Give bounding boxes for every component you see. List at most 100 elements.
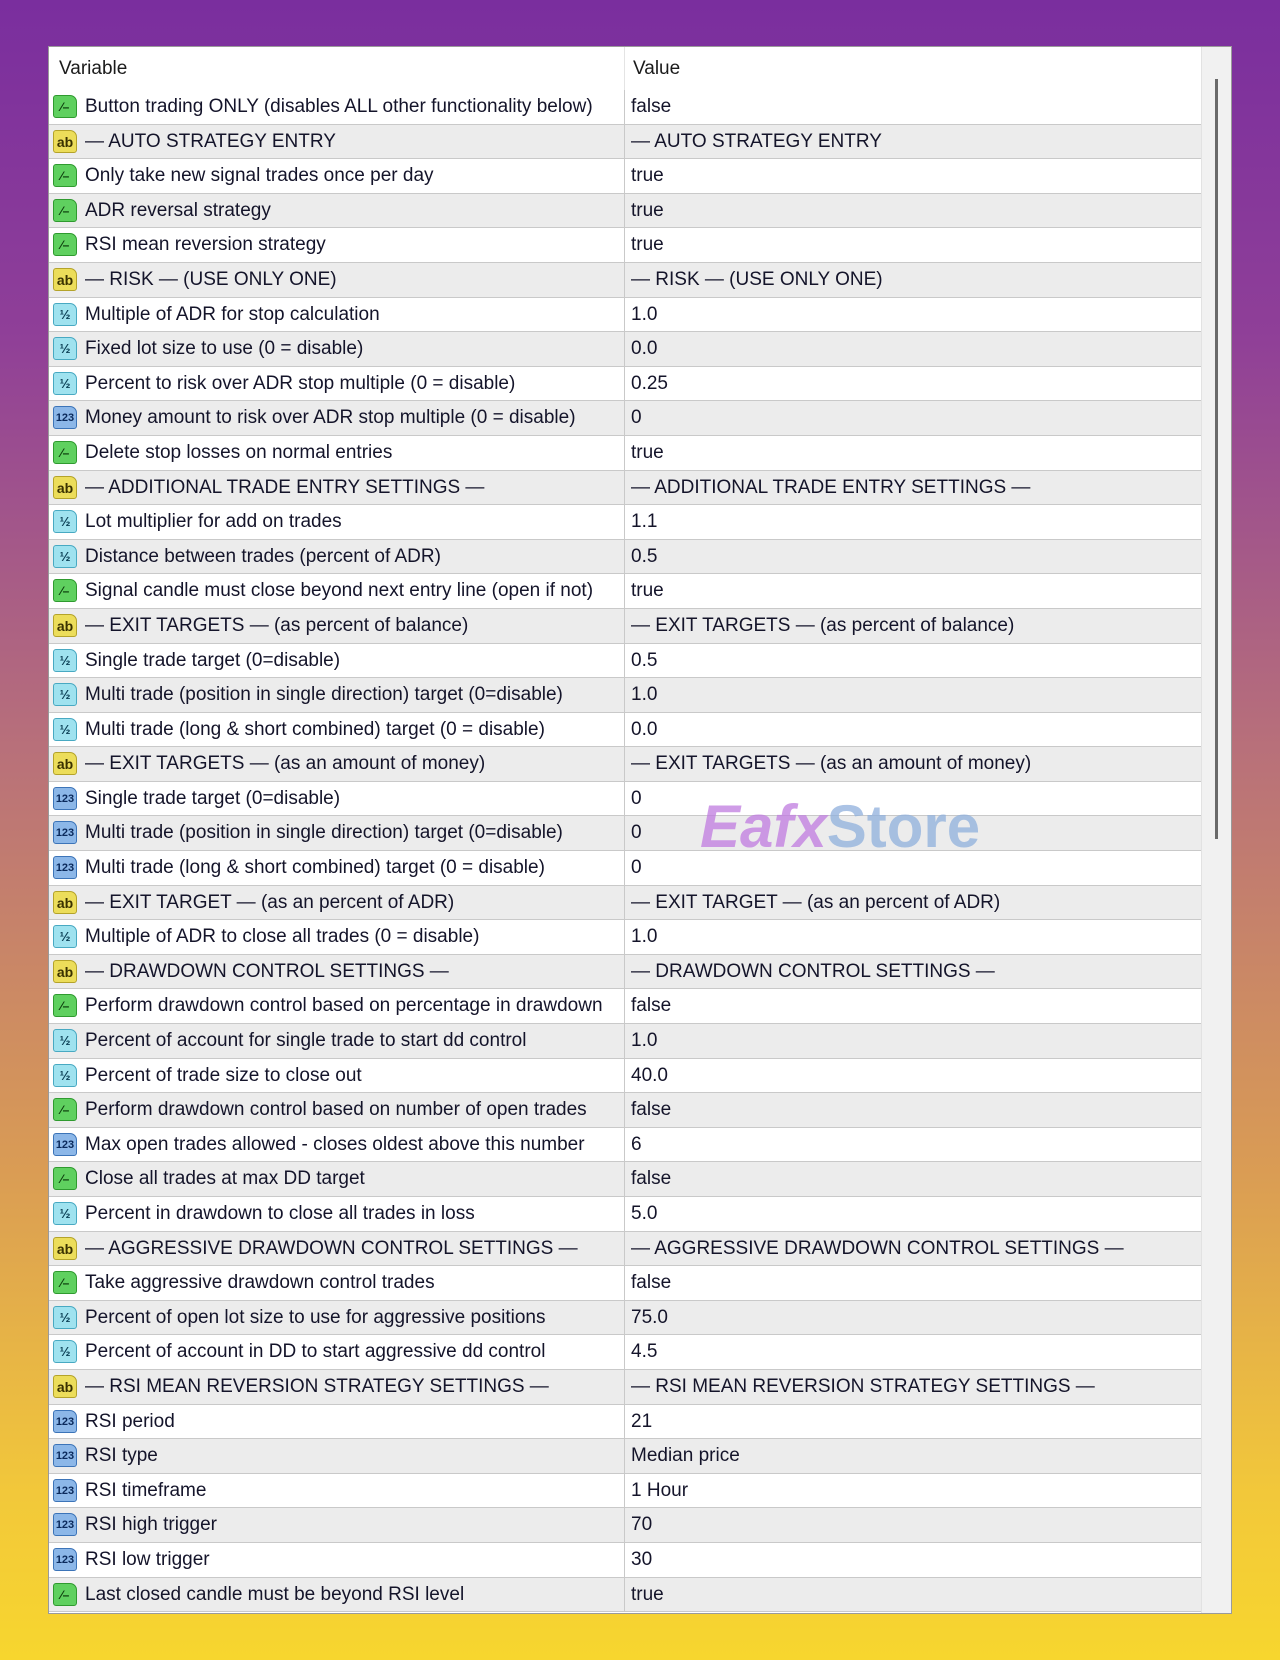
variable-value[interactable]: 1 Hour [631,1479,689,1501]
table-row[interactable]: ⁄– Take aggressive drawdown control trade… [49,1266,1203,1301]
variable-value[interactable]: — AUTO STRATEGY ENTRY [631,130,882,152]
section-header-row[interactable]: ab — RISK — (USE ONLY ONE) — RISK — (USE O… [49,262,1203,298]
variable-value[interactable]: — RSI MEAN REVERSION STRATEGY SETTINGS — [631,1375,1095,1397]
variable-value[interactable]: — ADDITIONAL TRADE ENTRY SETTINGS — [631,476,1031,498]
table-row[interactable]: 123 Multi trade (position in single direc… [49,816,1203,852]
table-row[interactable]: 123 Money amount to risk over ADR stop mu… [49,401,1203,436]
table-row[interactable]: ⁄– Signal candle must close beyond next e… [49,574,1203,609]
variable-name: Take aggressive drawdown control trades [85,1272,435,1294]
variable-value[interactable]: true [631,165,664,187]
table-row[interactable]: ½ Lot multiplier for add on trades 1.1 [49,505,1203,540]
variable-value[interactable]: 0.5 [631,545,658,567]
table-row[interactable]: ½ Multi trade (long & short combined) tar… [49,712,1203,748]
table-row[interactable]: ½ Multiple of ADR to close all trades (0 … [49,920,1203,955]
variable-value[interactable]: 0.0 [631,718,658,740]
variable-value[interactable]: 0 [631,407,642,429]
variable-value[interactable]: 40.0 [631,1064,668,1086]
table-row[interactable]: 123 RSI timeframe 1 Hour [49,1473,1203,1509]
variable-value[interactable]: 0 [631,857,642,879]
table-row[interactable]: ½ Percent of account in DD to start aggre… [49,1335,1203,1370]
variable-value[interactable]: 1.0 [631,1030,658,1052]
variable-value[interactable]: — EXIT TARGET — (as an percent of ADR) [631,891,1001,913]
variable-value[interactable]: 4.5 [631,1341,658,1363]
table-row[interactable]: ⁄– Only take new signal trades once per d… [49,159,1203,194]
variable-value[interactable]: true [631,1583,664,1605]
variable-value[interactable]: 0 [631,822,642,844]
variable-value[interactable]: 70 [631,1514,653,1536]
table-row[interactable]: ½ Fixed lot size to use (0 = disable) 0.0 [49,332,1203,367]
variable-value[interactable]: 21 [631,1410,653,1432]
variable-value[interactable]: — EXIT TARGETS — (as percent of balance) [631,614,1015,636]
variable-value[interactable]: 75.0 [631,1306,668,1328]
table-row[interactable]: ½ Single trade target (0=disable) 0.5 [49,643,1203,679]
column-header-variable[interactable]: Variable [59,58,128,79]
table-row[interactable]: ½ Percent to risk over ADR stop multiple … [49,366,1203,402]
bool-chart-icon: ⁄– [53,1167,77,1191]
scrollbar-thumb[interactable] [1215,79,1218,839]
variable-value[interactable]: 1.0 [631,303,658,325]
section-header-row[interactable]: ab — ADDITIONAL TRADE ENTRY SETTINGS — — A… [49,470,1203,506]
table-row[interactable]: ½ Multiple of ADR for stop calculation 1.0 [49,297,1203,333]
table-row[interactable]: ½ Percent of open lot size to use for agg… [49,1300,1203,1336]
variable-value[interactable]: — AGGRESSIVE DRAWDOWN CONTROL SETTINGS — [631,1237,1124,1259]
variable-value[interactable]: 0.5 [631,649,658,671]
vertical-scrollbar[interactable] [1201,47,1231,1613]
variable-value[interactable]: 0 [631,787,642,809]
variable-value[interactable]: true [631,441,664,463]
variable-value[interactable]: — RISK — (USE ONLY ONE) [631,268,883,290]
variable-value[interactable]: true [631,199,664,221]
variable-value[interactable]: — EXIT TARGETS — (as an amount of money) [631,753,1032,775]
variable-value[interactable]: true [631,234,664,256]
table-row[interactable]: ⁄– ADR reversal strategy true [49,193,1203,229]
column-header-value[interactable]: Value [633,58,681,79]
table-row[interactable]: ⁄– Last closed candle must be beyond RSI … [49,1577,1203,1613]
table-row[interactable]: 123 RSI type Median price [49,1439,1203,1474]
variable-name: Multi trade (long & short combined) targ… [85,718,545,740]
table-row[interactable]: 123 Multi trade (long & short combined) t… [49,851,1203,886]
section-header-row[interactable]: ab — DRAWDOWN CONTROL SETTINGS — — DRAWDOW… [49,954,1203,990]
column-divider [624,920,625,954]
table-row[interactable]: 123 RSI low trigger 30 [49,1542,1203,1578]
variable-value[interactable]: false [631,1099,672,1121]
section-header-row[interactable]: ab — EXIT TARGETS — (as an amount of mone… [49,747,1203,782]
variable-value[interactable]: 5.0 [631,1203,658,1224]
section-header-row[interactable]: ab — RSI MEAN REVERSION STRATEGY SETTINGS… [49,1369,1203,1405]
variable-value[interactable]: 0.25 [631,372,668,394]
variable-value[interactable]: false [631,1168,672,1190]
column-divider[interactable] [624,47,625,90]
variable-value[interactable]: — DRAWDOWN CONTROL SETTINGS — [631,960,995,982]
variable-value[interactable]: 1.0 [631,926,658,948]
variable-value[interactable]: 1.0 [631,684,658,706]
column-divider [624,1577,625,1612]
variable-value[interactable]: 30 [631,1548,653,1570]
table-row[interactable]: ⁄– Perform drawdown control based on numb… [49,1093,1203,1128]
table-row[interactable]: 123 Single trade target (0=disable) 0 [49,781,1203,817]
table-row[interactable]: ⁄– RSI mean reversion strategy true [49,228,1203,263]
table-row[interactable]: ⁄– Button trading ONLY (disables ALL othe… [49,90,1203,125]
variable-value[interactable]: Median price [631,1445,740,1467]
variable-value[interactable]: false [631,1272,672,1294]
table-row[interactable]: ½ Percent of account for single trade to … [49,1024,1203,1059]
table-row[interactable]: 123 RSI period 21 [49,1404,1203,1440]
table-row[interactable]: ½ Percent of trade size to close out 40.0 [49,1058,1203,1094]
table-row[interactable]: ⁄– Perform drawdown control based on perc… [49,989,1203,1025]
section-header-row[interactable]: ab — AGGRESSIVE DRAWDOWN CONTROL SETTINGS… [49,1231,1203,1267]
table-row[interactable]: ⁄– Close all trades at max DD target false [49,1162,1203,1197]
section-header-row[interactable]: ab — AUTO STRATEGY ENTRY — AUTO STRATEGY E… [49,124,1203,160]
variable-value[interactable]: 6 [631,1133,642,1155]
table-row[interactable]: 123 Max open trades allowed - closes olde… [49,1127,1203,1163]
section-header-row[interactable]: ab — EXIT TARGETS — (as percent of balanc… [49,608,1203,644]
table-row[interactable]: ½ Distance between trades (percent of ADR… [49,539,1203,575]
variable-value[interactable]: false [631,96,672,117]
column-divider [624,159,625,193]
variable-value[interactable]: true [631,580,664,602]
section-header-row[interactable]: ab — EXIT TARGET — (as an percent of ADR)… [49,885,1203,921]
table-row[interactable]: ⁄– Delete stop losses on normal entries tr… [49,435,1203,471]
table-row[interactable]: ½ Multi trade (position in single directi… [49,678,1203,713]
table-row[interactable]: ½ Percent in drawdown to close all trades… [49,1197,1203,1232]
variable-value[interactable]: 1.1 [631,511,658,533]
variable-value[interactable]: false [631,995,672,1017]
table-row[interactable]: 123 RSI high trigger 70 [49,1508,1203,1543]
variable-value[interactable]: 0.0 [631,338,658,360]
inputs-panel: Variable Value ⁄– Button trading ONLY (di… [48,46,1232,1614]
